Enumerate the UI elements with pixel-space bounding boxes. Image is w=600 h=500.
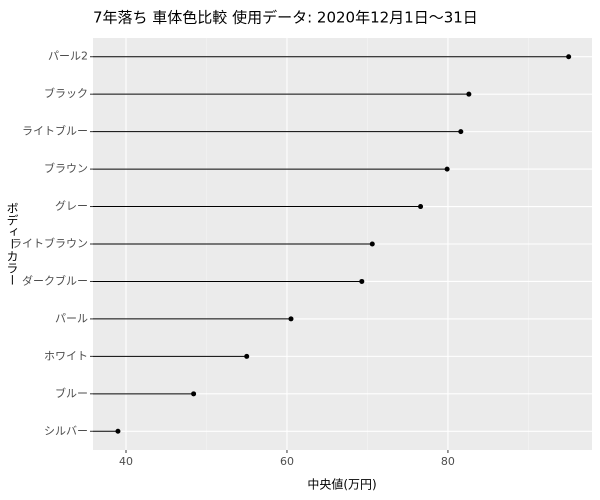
y-axis-title: ボディーカラー	[5, 202, 19, 286]
y-tick-label: ライトブラウン	[11, 236, 88, 250]
lollipop-dot	[244, 353, 250, 359]
y-tick-label: ブラウン	[44, 161, 88, 175]
y-tick-label: パール	[55, 312, 88, 325]
y-tick-label: ダークブルー	[22, 273, 88, 287]
lollipop-dot	[444, 166, 450, 172]
x-tick-label: 60	[280, 455, 294, 468]
x-tick-label: 40	[119, 455, 133, 468]
y-tick-label: シルバー	[44, 424, 88, 437]
lollipop-dot	[191, 391, 197, 397]
y-tick-label: グレー	[55, 199, 88, 213]
lollipop-dot	[359, 278, 365, 284]
x-axis-title: 中央値(万円)	[307, 477, 376, 492]
lollipop-dot	[115, 428, 121, 434]
lollipop-dot	[466, 91, 472, 97]
y-tick-label: ブルー	[55, 386, 88, 400]
lollipop-dot	[369, 241, 375, 247]
chart-title: 7年落ち 車体色比較 使用データ: 2020年12月1日～31日	[93, 9, 478, 27]
lollipop-dot	[566, 54, 572, 60]
lollipop-dot	[418, 204, 424, 210]
lollipop-dot	[288, 316, 294, 322]
x-tick-label: 80	[441, 455, 455, 468]
lollipop-dot	[458, 129, 464, 135]
y-tick-label: パール2	[48, 50, 88, 63]
y-tick-label: ブラック	[44, 86, 88, 100]
y-tick-label: ホワイト	[44, 349, 88, 362]
y-tick-label: ライトブルー	[22, 124, 88, 138]
